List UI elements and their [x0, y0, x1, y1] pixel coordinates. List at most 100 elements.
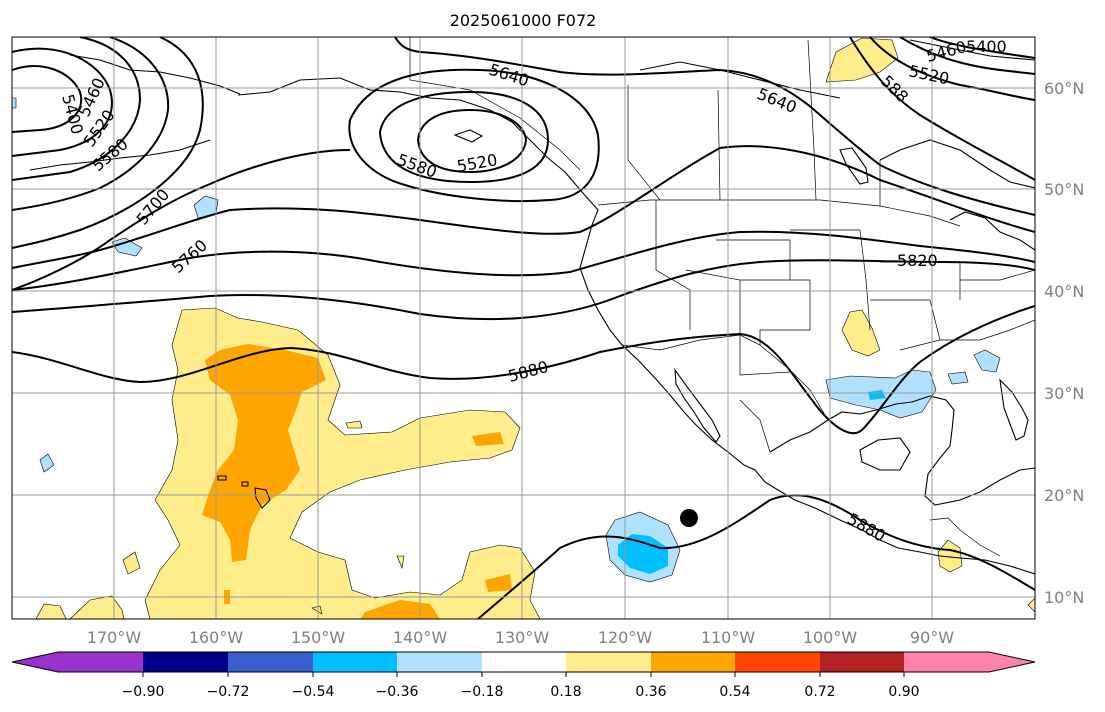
colorbar-segment — [58, 652, 143, 672]
colorbar-segment — [482, 652, 566, 672]
colorbar-outline — [11, 651, 1036, 673]
colorbar-tick-label: −0.72 — [207, 684, 250, 700]
coastline-florida — [999, 378, 1029, 441]
coastline-yucatan — [859, 437, 911, 471]
negative-anomaly-southeast2 — [947, 371, 969, 385]
negative-anomaly-edge-speck — [12, 97, 17, 109]
border-us-canada — [597, 199, 961, 227]
colorbar-tick-label: −0.36 — [376, 684, 419, 700]
contour-5460-nw — [12, 47, 113, 157]
colorbar-segment — [566, 652, 651, 672]
colorbar-segment — [735, 652, 820, 672]
border-canada-prov1 — [627, 85, 661, 201]
coastline-hudson — [879, 139, 1035, 189]
contour-5640-north — [394, 37, 1035, 216]
contour-5640-nw — [12, 37, 204, 249]
border-us-state3 — [740, 279, 811, 345]
positive-anomaly-speck2 — [396, 555, 405, 570]
storm-center-marker — [680, 509, 698, 527]
border-us-state4 — [790, 229, 871, 331]
positive-anomaly-central-america — [937, 539, 963, 573]
negative-anomaly-southeast1 — [973, 349, 1001, 373]
colorbar-tick-label: 0.36 — [635, 684, 666, 700]
negative-anomaly-core-east-pacific — [618, 534, 668, 574]
latitude-label: 60°N — [1044, 79, 1084, 98]
contour-5460-ne — [899, 37, 1035, 75]
longitude-label: 100°W — [803, 628, 858, 647]
colorbar-tick-label: 0.54 — [719, 684, 750, 700]
alaska-island — [453, 129, 484, 143]
colorbar-tick-label: −0.18 — [461, 684, 504, 700]
positive-anomaly-small-left2 — [69, 595, 125, 619]
coastline-north-america-west — [237, 77, 1035, 575]
coastline-aleutians — [29, 139, 211, 171]
positive-anomaly-core-hawaii — [202, 344, 326, 562]
latitude-label: 50°N — [1044, 180, 1084, 199]
colorbar-segment — [143, 652, 228, 672]
colorbar-extend-low — [12, 652, 58, 672]
border-central-america — [929, 517, 1001, 557]
contour-5580-nw — [12, 37, 170, 211]
map-title: 2025061000 F072 — [450, 11, 597, 30]
hawaii-island-2 — [241, 481, 249, 487]
colorbar-segment — [397, 652, 482, 672]
contour-5400-ne — [929, 37, 1035, 59]
contour-alaska-low-inner — [416, 108, 528, 174]
colorbar-segment — [228, 652, 313, 672]
border-us-state9 — [685, 269, 791, 376]
longitude-label: 130°W — [495, 628, 550, 647]
colorbar-tick-label: 0.72 — [804, 684, 835, 700]
border-us-state8 — [940, 319, 1035, 341]
colorbar-ticks — [142, 672, 905, 677]
contour-5820-west — [12, 230, 1035, 291]
positive-anomaly-alaska-east — [825, 37, 899, 83]
border-alaska-canada — [409, 37, 581, 171]
map-panel: 5400 5460 5520 5580 5700 5760 5640 5580 … — [12, 37, 1035, 619]
negative-anomaly-north-pacific1 — [193, 195, 219, 219]
border-canada-prov2 — [807, 39, 817, 201]
contour-5520-ne — [869, 37, 1035, 101]
positive-anomaly-core-south2 — [485, 574, 512, 592]
longitude-labels: 170°W 160°W 150°W 140°W 130°W 120°W 110°… — [87, 628, 954, 647]
latitude-labels: 60°N 50°N 40°N 30°N 20°N 10°N — [1044, 79, 1084, 607]
contour-5880-main — [12, 305, 1035, 435]
coastlines-layer — [29, 39, 1035, 575]
latitude-label: 10°N — [1044, 588, 1084, 607]
colorbar: −0.90 −0.72 −0.54 −0.36 −0.18 0.18 0.36 … — [11, 651, 1036, 700]
longitude-label: 140°W — [393, 628, 448, 647]
contour-label: 5400 — [966, 37, 1007, 56]
positive-anomaly-speck5 — [1027, 597, 1035, 613]
longitude-label: 120°W — [598, 628, 653, 647]
contour-5520-nw — [12, 37, 142, 181]
contour-label: 5820 — [897, 251, 938, 270]
longitude-label: 160°W — [189, 628, 244, 647]
colorbar-extend-high — [989, 652, 1035, 672]
contour-alaska-low-outer — [348, 68, 600, 203]
border-us-mexico — [621, 334, 829, 421]
colorbar-segment — [904, 652, 989, 672]
latitude-label: 20°N — [1044, 486, 1084, 505]
coastline-gulf — [769, 395, 1035, 506]
colorbar-segment — [651, 652, 735, 672]
positive-anomaly-core-east — [472, 432, 504, 446]
coastline-alaska-north — [69, 54, 241, 95]
border-canada-prov3 — [717, 89, 721, 201]
contour-5760 — [12, 145, 1035, 269]
border-us-state6 — [870, 299, 941, 351]
contour-5700 — [12, 149, 351, 291]
hawaii-island-3 — [217, 475, 227, 481]
colorbar-tick-label: 0.18 — [550, 684, 581, 700]
graticule — [12, 37, 1035, 619]
latitude-label: 40°N — [1044, 282, 1084, 301]
positive-anomaly-texas — [841, 309, 881, 357]
lake-winnipeg — [839, 147, 869, 185]
map-frame — [11, 36, 1036, 620]
colorbar-tick-label: 0.90 — [888, 684, 919, 700]
longitude-label: 170°W — [87, 628, 142, 647]
border-mexico-state — [739, 399, 771, 453]
latitude-label: 30°N — [1044, 384, 1084, 403]
longitude-label: 110°W — [701, 628, 756, 647]
contour-5400-nw — [12, 65, 83, 133]
positive-anomaly-small-left — [35, 603, 67, 619]
